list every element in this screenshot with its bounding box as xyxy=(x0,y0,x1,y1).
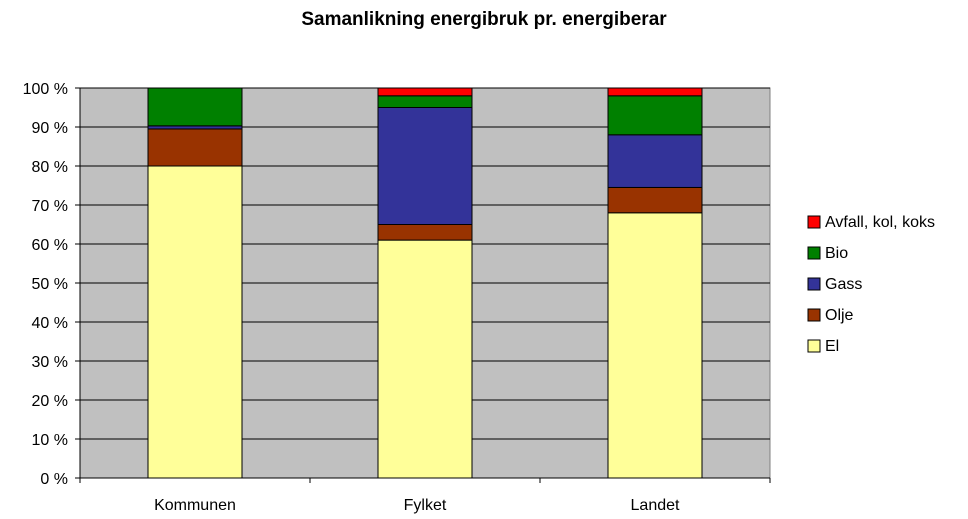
y-tick-label: 50 % xyxy=(32,276,68,293)
legend-swatch xyxy=(807,246,821,260)
y-tick-label: 20 % xyxy=(32,393,68,410)
legend-label: Gass xyxy=(825,276,862,293)
legend-label: Olje xyxy=(825,307,854,324)
legend-swatch xyxy=(807,308,821,322)
y-tick-label: 80 % xyxy=(32,159,68,176)
bar-segment xyxy=(607,87,703,97)
bar-segment xyxy=(147,165,243,479)
bar-segment xyxy=(377,87,473,97)
x-tick-label: Kommunen xyxy=(154,497,236,514)
x-tick-label: Fylket xyxy=(404,497,447,514)
y-tick-label: 100 % xyxy=(23,81,68,98)
bar-segment xyxy=(377,239,473,479)
y-tick-label: 0 % xyxy=(40,471,68,488)
legend-swatch xyxy=(807,339,821,353)
legend-swatch xyxy=(807,277,821,291)
y-tick-label: 30 % xyxy=(32,354,68,371)
bar-segment xyxy=(377,224,473,241)
legend-label: El xyxy=(825,338,839,355)
chart-title: Samanlikning energibruk pr. energiberar xyxy=(301,9,667,30)
y-tick-label: 90 % xyxy=(32,120,68,137)
bar-segment xyxy=(607,186,703,214)
y-tick-label: 70 % xyxy=(32,198,68,215)
legend-label: Bio xyxy=(825,245,848,262)
bar-segment xyxy=(607,95,703,136)
x-tick-label: Landet xyxy=(631,497,680,514)
y-tick-label: 40 % xyxy=(32,315,68,332)
bar-segment xyxy=(607,212,703,479)
y-tick-label: 60 % xyxy=(32,237,68,254)
bar-segment xyxy=(607,134,703,188)
y-tick-label: 10 % xyxy=(32,432,68,449)
bar-segment xyxy=(147,87,243,127)
bar-segment xyxy=(377,107,473,225)
bar-segment xyxy=(147,128,243,167)
bar-segment xyxy=(377,95,473,109)
legend-label: Avfall, kol, koks xyxy=(825,214,935,231)
legend-swatch xyxy=(807,215,821,229)
